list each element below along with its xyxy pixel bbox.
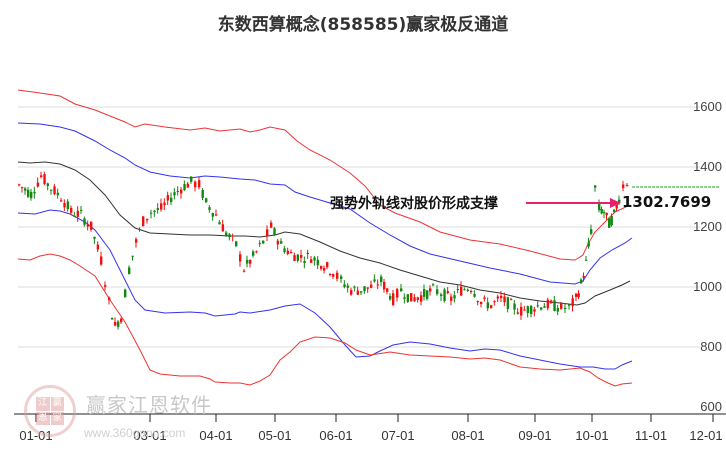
- x-tick-label: 06-01: [319, 428, 353, 443]
- watermark-name: 赢家江恩软件: [86, 393, 212, 417]
- outer-upper-band: [17, 89, 631, 261]
- logo-char: 恩: [36, 411, 50, 425]
- watermark-logo-icon: 江 赢 恩 家: [24, 385, 76, 437]
- x-tick-label: 08-01: [451, 428, 485, 443]
- inner-lower-band: [17, 209, 633, 370]
- logo-char: 江: [36, 397, 50, 411]
- annotation-text: 强势外轨线对股价形成支撑: [330, 196, 498, 212]
- x-tick-label: 05-01: [258, 428, 292, 443]
- x-tick-label: 12-01: [689, 428, 723, 443]
- logo-char: 赢: [50, 397, 64, 411]
- x-tick-label: 11-01: [634, 428, 668, 443]
- chart-title: 东数西算概念(858585)赢家极反通道: [217, 15, 509, 35]
- y-tick-600: 600: [700, 399, 722, 414]
- x-tick-label: 07-01: [381, 428, 415, 443]
- logo-char: 家: [50, 411, 64, 425]
- x-tick-label: 10-01: [575, 428, 609, 443]
- outer-lower-band: [17, 253, 633, 387]
- y-tick-1400: 1400: [693, 159, 722, 174]
- x-tick-label: 03-01: [133, 428, 167, 443]
- arrow-head-icon: [610, 198, 621, 208]
- watermark-url: www.360gann.com: [84, 426, 186, 440]
- x-tick-label: 04-01: [199, 428, 233, 443]
- y-tick-1200: 1200: [693, 219, 722, 234]
- x-tick-label: 09-01: [518, 428, 552, 443]
- candlesticks: [18, 171, 629, 330]
- y-tick-1000: 1000: [693, 279, 722, 294]
- middle-line: [17, 161, 631, 306]
- inner-upper-band: [17, 122, 633, 285]
- annotation-value: 1302.7699: [622, 193, 712, 211]
- grid-lines: [18, 106, 700, 348]
- y-tick-800: 800: [700, 339, 722, 354]
- y-tick-1600: 1600: [693, 99, 722, 114]
